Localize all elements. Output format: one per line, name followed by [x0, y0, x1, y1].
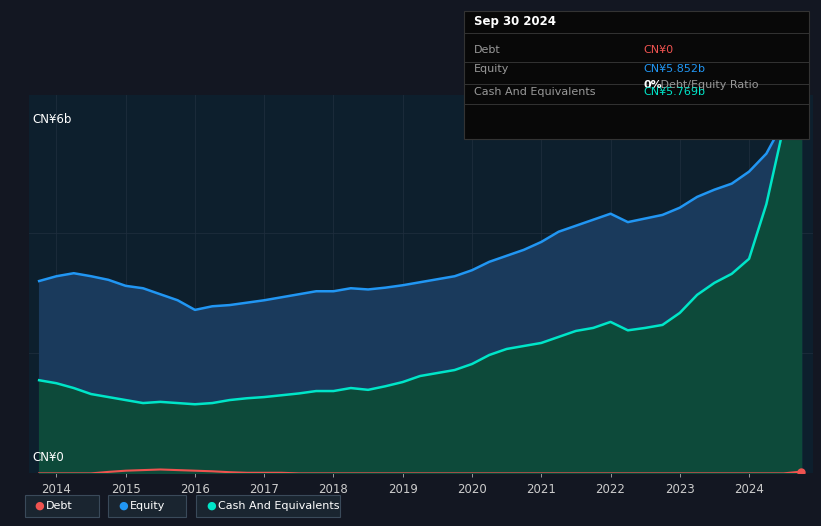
Text: CN¥0: CN¥0: [32, 451, 64, 464]
Text: ●: ●: [118, 501, 128, 511]
Text: Debt: Debt: [474, 45, 501, 55]
Text: Cash And Equivalents: Cash And Equivalents: [218, 501, 339, 511]
Text: CN¥6b: CN¥6b: [32, 113, 71, 126]
Text: CN¥0: CN¥0: [643, 45, 673, 55]
Text: ●: ●: [34, 501, 44, 511]
Text: 0%: 0%: [643, 80, 662, 90]
Text: CN¥5.769b: CN¥5.769b: [643, 87, 705, 97]
Text: Debt/Equity Ratio: Debt/Equity Ratio: [657, 80, 759, 90]
Text: Equity: Equity: [474, 64, 509, 74]
Text: Sep 30 2024: Sep 30 2024: [474, 15, 556, 28]
Text: Cash And Equivalents: Cash And Equivalents: [474, 87, 595, 97]
Text: Debt: Debt: [46, 501, 73, 511]
Text: CN¥5.852b: CN¥5.852b: [643, 64, 705, 74]
Text: Equity: Equity: [130, 501, 165, 511]
Text: ●: ●: [206, 501, 216, 511]
